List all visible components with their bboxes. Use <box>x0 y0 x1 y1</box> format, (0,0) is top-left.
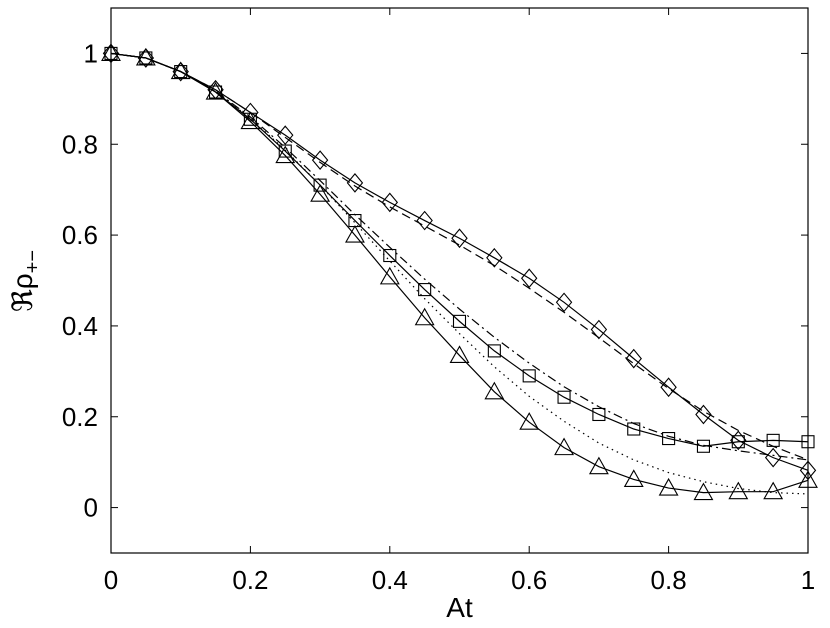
y-axis-label: ℜρ+− <box>7 250 44 312</box>
diamond-marker <box>660 377 677 398</box>
triangle-marker <box>170 61 191 80</box>
series-layer <box>101 43 818 501</box>
square-marker <box>731 435 745 449</box>
x-tick-label: 0.4 <box>372 565 408 595</box>
series-line-solid-triangle <box>110 52 809 494</box>
diamond-marker <box>416 210 433 231</box>
x-tick-label: 1 <box>801 565 815 595</box>
triangle-marker <box>728 481 749 500</box>
triangle-marker <box>449 345 470 363</box>
y-tick-label: 1 <box>84 38 98 68</box>
square-marker <box>313 178 327 192</box>
square-marker <box>557 390 571 404</box>
series-line-dashdot-nomarker <box>110 52 809 461</box>
diamond-marker <box>590 319 608 340</box>
y-tick-label: 0 <box>84 493 98 523</box>
x-axis-ticks: 0 0.2 0.4 0.6 0.8 1 <box>104 8 815 595</box>
triangle-marker <box>101 43 121 61</box>
x-axis-label: At <box>446 592 473 623</box>
triangle-marker <box>798 470 818 488</box>
x-tick-label: 0 <box>104 565 118 595</box>
diamond-marker <box>137 48 155 68</box>
y-axis-label-subscript: +− <box>22 250 44 273</box>
triangle-marker <box>519 412 540 430</box>
plot-area-border <box>110 7 809 554</box>
diamond-marker <box>730 430 747 451</box>
triangle-marker <box>379 266 400 285</box>
diamond-marker <box>625 348 642 369</box>
triangle-marker <box>554 437 574 456</box>
y-tick-label: 0.8 <box>62 129 98 159</box>
triangle-marker <box>484 381 505 400</box>
diamond-marker <box>520 268 538 289</box>
square-marker <box>487 344 501 358</box>
svg-text:ℜρ+−: ℜρ+− <box>7 250 44 312</box>
triangle-marker <box>240 111 261 130</box>
y-axis-ticks: 0 0.2 0.4 0.6 0.8 1 <box>62 38 808 523</box>
diamond-marker <box>451 228 468 249</box>
square-marker <box>522 369 536 383</box>
series-line-dotted-nomarker <box>110 52 809 495</box>
square-marker <box>278 144 292 158</box>
triangle-marker <box>414 307 435 326</box>
y-tick-label: 0.6 <box>62 220 98 250</box>
diamond-marker <box>172 61 189 82</box>
triangle-marker <box>623 469 644 487</box>
square-marker <box>104 46 118 60</box>
triangle-marker <box>763 481 784 500</box>
triangle-marker <box>693 482 714 501</box>
series-line-solid-square <box>110 52 809 447</box>
diamond-marker <box>311 150 329 171</box>
diamond-marker <box>799 460 817 481</box>
diamond-marker <box>277 125 294 146</box>
square-marker <box>174 65 188 79</box>
y-axis-label-main: ℜρ <box>7 273 38 312</box>
triangle-marker <box>588 456 609 475</box>
series-line-dashed-nomarker <box>110 52 809 461</box>
y-tick-label: 0.2 <box>62 402 98 432</box>
series-line-solid-diamond <box>110 52 809 471</box>
square-marker <box>662 431 676 446</box>
diamond-marker <box>381 192 399 213</box>
square-marker <box>418 283 432 297</box>
square-marker <box>139 51 153 65</box>
triangle-marker <box>205 81 226 100</box>
y-tick-label: 0.4 <box>62 311 98 341</box>
x-tick-label: 0.8 <box>651 565 687 595</box>
diamond-marker <box>695 404 712 425</box>
triangle-marker <box>310 184 331 202</box>
square-marker <box>452 314 467 328</box>
diamond-marker <box>486 247 503 268</box>
square-marker <box>383 248 397 263</box>
square-marker <box>209 85 223 99</box>
diamond-marker <box>102 43 120 64</box>
square-marker <box>801 435 815 449</box>
square-marker <box>592 407 606 422</box>
triangle-marker <box>345 224 365 243</box>
diamond-marker <box>555 292 573 313</box>
diamond-marker <box>346 172 364 193</box>
triangle-marker <box>658 477 679 496</box>
x-tick-label: 0.6 <box>511 565 547 595</box>
x-tick-label: 0.2 <box>232 565 268 595</box>
